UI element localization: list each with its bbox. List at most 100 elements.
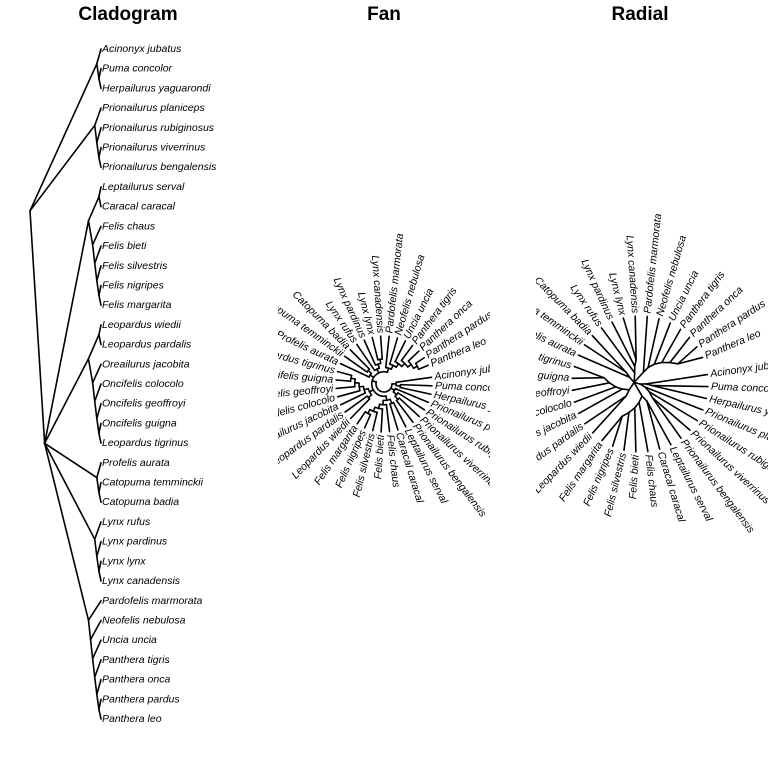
tip-label: Oncifelis geoffroyi (102, 398, 186, 410)
cladogram-edge (96, 540, 102, 558)
fan-edge (371, 336, 379, 361)
cladogram-edge (93, 538, 98, 558)
fan-arc (375, 381, 393, 393)
cladogram-edge (98, 156, 102, 169)
fan-edge (395, 399, 414, 424)
radial-edge (648, 391, 654, 399)
radial-edge (644, 386, 651, 393)
fan-arc (374, 362, 382, 366)
cladogram-edge (98, 481, 102, 494)
fan-edge (349, 349, 371, 371)
cladogram-edge (98, 570, 102, 582)
cladogram-edge (96, 62, 100, 80)
tip-label: Caracal caracal (102, 201, 176, 213)
tip-label: Puma concolor (435, 380, 506, 395)
radial-edge (600, 327, 636, 374)
radial-edge (608, 381, 617, 388)
fan-edge (335, 385, 356, 390)
cladogram-title: Cladogram (78, 4, 177, 25)
tip-label: Oreailurus jacobita (102, 358, 190, 370)
tip-label: Oncifelis colocolo (102, 378, 184, 390)
tip-label: Neofelis nebulosa (102, 614, 186, 626)
tip-label: Prionailurus bengalensis (102, 161, 217, 173)
cladogram-edge (91, 244, 96, 265)
cladogram-edge (98, 284, 102, 297)
cladogram-edge (96, 48, 102, 65)
tip-label: Leopardus tigrinus (102, 437, 189, 449)
fan-edge (343, 355, 368, 373)
radial-edge (591, 334, 627, 373)
tip-label: Felis bieti (102, 240, 147, 252)
tip-label: Pardofelis marmorata (102, 595, 203, 607)
tip-label: Prionailurus planiceps (102, 102, 205, 114)
radial-title: Radial (611, 4, 668, 25)
radial-edge (577, 354, 631, 379)
fan-arc (394, 360, 403, 368)
cladogram-edge (98, 560, 102, 573)
tip-label: Prionailurus viverrinus (102, 142, 206, 154)
tip-label: Leptailurus serval (102, 181, 185, 193)
cladogram-edge (43, 442, 98, 479)
tip-label: Panthera pardus (102, 693, 180, 705)
radial-edge (633, 407, 637, 453)
tip-label: Felis nigripes (102, 279, 165, 291)
radial-edge (583, 343, 627, 373)
radial-edge (611, 321, 636, 368)
fan-edge (417, 364, 429, 371)
cladogram-edge (43, 442, 90, 621)
cladogram-edge (93, 107, 102, 127)
cladogram-edge (91, 639, 102, 660)
cladogram-edge (96, 141, 100, 159)
tip-label: Felis silvestris (102, 260, 168, 272)
tip-label: Panthera tigris (102, 654, 170, 666)
cladogram-edge (96, 402, 102, 420)
fan-edge (400, 344, 414, 362)
radial-edge (591, 395, 627, 434)
radial-edge (622, 317, 637, 361)
radial-edge (628, 407, 636, 414)
fan-edge (398, 397, 421, 418)
fan-edge (394, 387, 430, 404)
fan-edge (384, 335, 390, 369)
fan-edge (356, 343, 376, 372)
fan-edge (395, 376, 433, 384)
fan-edge (394, 340, 407, 363)
fan-edge (407, 350, 420, 362)
fan-edge (397, 392, 426, 411)
tip-label: Acinonyx jubatus (708, 357, 768, 380)
fan-title: Fan (367, 4, 401, 25)
radial-edge (647, 317, 660, 369)
cladogram-edge (96, 678, 102, 696)
fan-arc (407, 360, 415, 370)
tip-label: Felis margarita (102, 299, 172, 311)
tip-label: Profelis aurata (102, 457, 170, 469)
cladogram-edge (98, 294, 102, 306)
radial-edge (571, 381, 611, 392)
radial-edge (601, 415, 624, 442)
cladogram-edge (93, 400, 98, 420)
radial-edge (645, 383, 653, 387)
cladogram-edge (93, 262, 98, 282)
fan-edge (414, 356, 425, 365)
radial-edge (651, 396, 691, 431)
cladogram-edge (29, 210, 46, 445)
fan-edge (379, 335, 384, 360)
fan-edge (380, 408, 384, 433)
radial-edge (573, 365, 605, 379)
radial-edge (638, 395, 643, 404)
cladogram-edge (87, 357, 94, 384)
radial-edge (634, 315, 637, 361)
cladogram-edge (98, 77, 102, 90)
radial-edge (628, 381, 635, 391)
radial-edge (633, 381, 643, 397)
cladogram-edge (29, 124, 96, 212)
radial-edge (603, 376, 611, 384)
fan-arc (384, 366, 393, 370)
radial-edge (645, 373, 709, 385)
cladogram-panel: Acinonyx jubatus Puma concolor Herpailurus… (29, 43, 217, 725)
cladogram-edge (96, 476, 100, 494)
fan-edge (336, 370, 353, 377)
cladogram-edge (89, 638, 94, 660)
